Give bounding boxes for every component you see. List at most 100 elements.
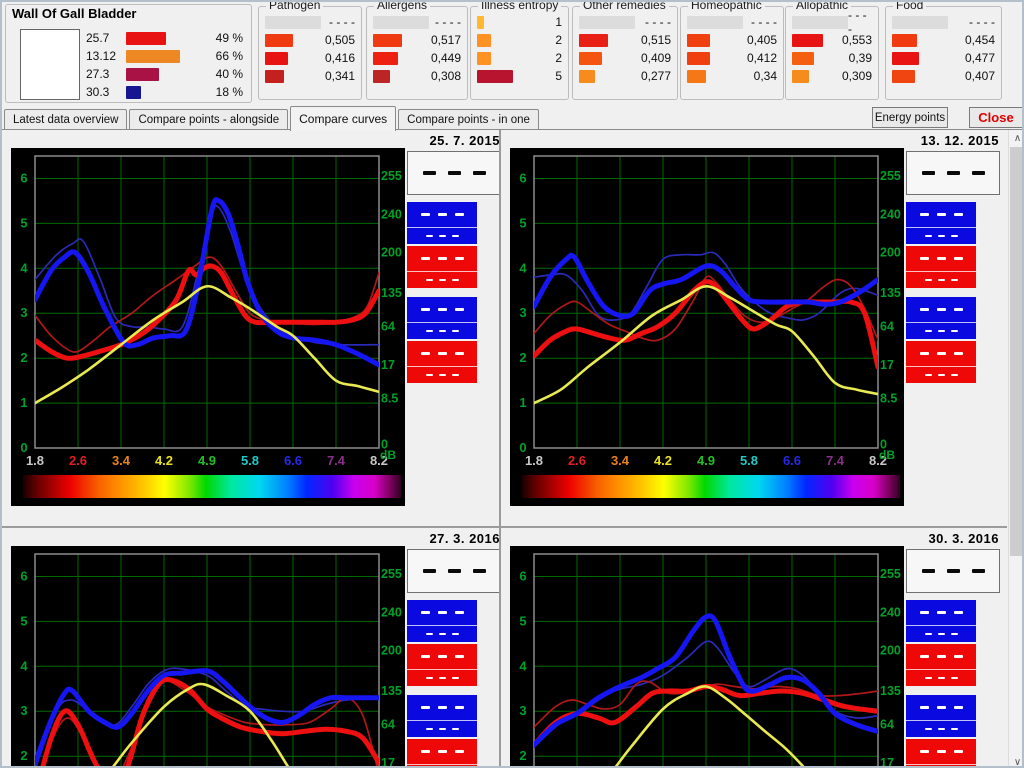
chart-legend: 25. 7. 2015 bbox=[407, 134, 499, 526]
svg-text:240: 240 bbox=[381, 605, 402, 619]
redacted-dash bbox=[425, 330, 433, 332]
svg-text:5.8: 5.8 bbox=[241, 453, 259, 468]
group-row-na: - - - - bbox=[792, 8, 872, 36]
svg-text:6.6: 6.6 bbox=[284, 453, 302, 468]
value-label: 2 bbox=[555, 33, 562, 47]
redacted-dash bbox=[971, 171, 985, 175]
summary-row: 25.7 49 % bbox=[86, 29, 245, 47]
legend-series-box bbox=[407, 246, 477, 288]
group-row: 0,477 bbox=[892, 49, 995, 67]
redacted-dash bbox=[425, 279, 433, 281]
tab-latest-data-overview[interactable]: Latest data overview bbox=[4, 109, 128, 130]
redacted-dash bbox=[454, 257, 464, 260]
legend-series-name bbox=[407, 341, 477, 366]
value-bar bbox=[579, 69, 595, 83]
group-title: Other remedies bbox=[580, 2, 669, 12]
svg-text:135: 135 bbox=[880, 684, 901, 698]
redacted-dash bbox=[422, 171, 436, 175]
redacted-dash bbox=[953, 750, 963, 753]
vertical-scrollbar[interactable]: ∧ ∨ bbox=[1008, 130, 1022, 766]
svg-text:17: 17 bbox=[880, 358, 894, 372]
redacted-dash bbox=[438, 279, 446, 281]
redacted-dash bbox=[451, 279, 459, 281]
spectrum-chart: 012345625524020013564178.501.82.63.44.24… bbox=[11, 546, 405, 768]
scroll-up-icon[interactable]: ∧ bbox=[1009, 130, 1022, 147]
group-row: 0,505 bbox=[265, 31, 355, 49]
redacted-dash bbox=[454, 706, 464, 709]
svg-text:6: 6 bbox=[519, 569, 526, 584]
group-row: 1 bbox=[477, 13, 562, 31]
value-label: 0,517 bbox=[430, 33, 461, 47]
curve-yellow bbox=[534, 285, 878, 405]
group-title: Allopathic bbox=[793, 2, 852, 12]
header-panel: Wall Of Gall Bladder 25.7 49 % 13.12 66 % 27… bbox=[2, 2, 1022, 105]
legend-series-subname bbox=[906, 764, 976, 766]
value-label: 0,277 bbox=[640, 69, 671, 83]
redacted-dash bbox=[921, 171, 935, 175]
tab-compare-curves[interactable]: Compare curves bbox=[290, 106, 397, 131]
svg-text:255: 255 bbox=[381, 567, 402, 581]
legend-series-subname bbox=[906, 669, 976, 686]
group-box-allergens: Allergens - - - - 0,517 0,449 0,308 bbox=[366, 2, 468, 100]
redacted-dash bbox=[451, 235, 459, 237]
svg-text:2.6: 2.6 bbox=[568, 453, 586, 468]
tab-compare-points-alongside[interactable]: Compare points - alongside bbox=[129, 109, 289, 130]
svg-text:200: 200 bbox=[381, 246, 402, 260]
redacted-dash bbox=[451, 330, 459, 332]
value-label: 0,412 bbox=[746, 51, 777, 65]
redacted-dash bbox=[937, 633, 945, 635]
redacted-dash bbox=[937, 728, 945, 730]
value-bar bbox=[373, 51, 398, 65]
summary-bar bbox=[126, 67, 159, 81]
legend-header-box bbox=[407, 549, 499, 593]
svg-text:5: 5 bbox=[20, 215, 27, 230]
chart-date: 13. 12. 2015 bbox=[920, 133, 999, 148]
redacted-dash bbox=[420, 213, 430, 216]
na-bar bbox=[579, 15, 635, 29]
legend-series-subname bbox=[906, 625, 976, 642]
svg-text:3: 3 bbox=[20, 703, 27, 718]
legend-series-box bbox=[407, 341, 477, 383]
redacted-dash bbox=[451, 633, 459, 635]
group-row: 0,277 bbox=[579, 67, 671, 85]
legend-series-box bbox=[906, 644, 976, 686]
value-label: 0,34 bbox=[753, 69, 777, 83]
value-bar bbox=[687, 69, 706, 83]
svg-text:135: 135 bbox=[381, 286, 402, 300]
redacted-dash bbox=[950, 235, 958, 237]
svg-text:255: 255 bbox=[880, 567, 901, 581]
redacted-dash bbox=[438, 728, 446, 730]
summary-date-label: 27.3 bbox=[86, 67, 110, 81]
value-label: 0,505 bbox=[324, 33, 355, 47]
redacted-dash bbox=[924, 728, 932, 730]
close-button[interactable]: Close bbox=[969, 107, 1022, 128]
redacted-dash bbox=[454, 655, 464, 658]
summary-row: 30.3 18 % bbox=[86, 83, 245, 101]
legend-header-box bbox=[906, 549, 1000, 593]
redacted-dash bbox=[936, 750, 946, 753]
na-bar bbox=[265, 15, 321, 29]
svg-text:0: 0 bbox=[20, 440, 27, 455]
redacted-dash bbox=[451, 374, 459, 376]
redacted-dash bbox=[454, 611, 464, 614]
value-bar bbox=[792, 69, 809, 83]
na-value: - - - - bbox=[329, 15, 355, 29]
svg-text:2: 2 bbox=[519, 350, 526, 365]
svg-text:dB: dB bbox=[380, 448, 396, 462]
redacted-dash bbox=[919, 308, 929, 311]
group-row-na: - - - - bbox=[373, 13, 461, 31]
tab-compare-points-in-one[interactable]: Compare points - in one bbox=[398, 109, 539, 130]
scroll-down-icon[interactable]: ∨ bbox=[1009, 754, 1022, 766]
energy-points-button[interactable]: Energy points bbox=[872, 107, 948, 128]
value-bar bbox=[892, 51, 919, 65]
svg-text:3: 3 bbox=[519, 305, 526, 320]
redacted-dash bbox=[924, 279, 932, 281]
legend-series-name bbox=[407, 246, 477, 271]
redacted-dash bbox=[924, 374, 932, 376]
svg-text:17: 17 bbox=[381, 756, 395, 768]
redacted-dash bbox=[454, 352, 464, 355]
scrollbar-thumb[interactable] bbox=[1010, 147, 1022, 556]
redacted-dash bbox=[936, 352, 946, 355]
